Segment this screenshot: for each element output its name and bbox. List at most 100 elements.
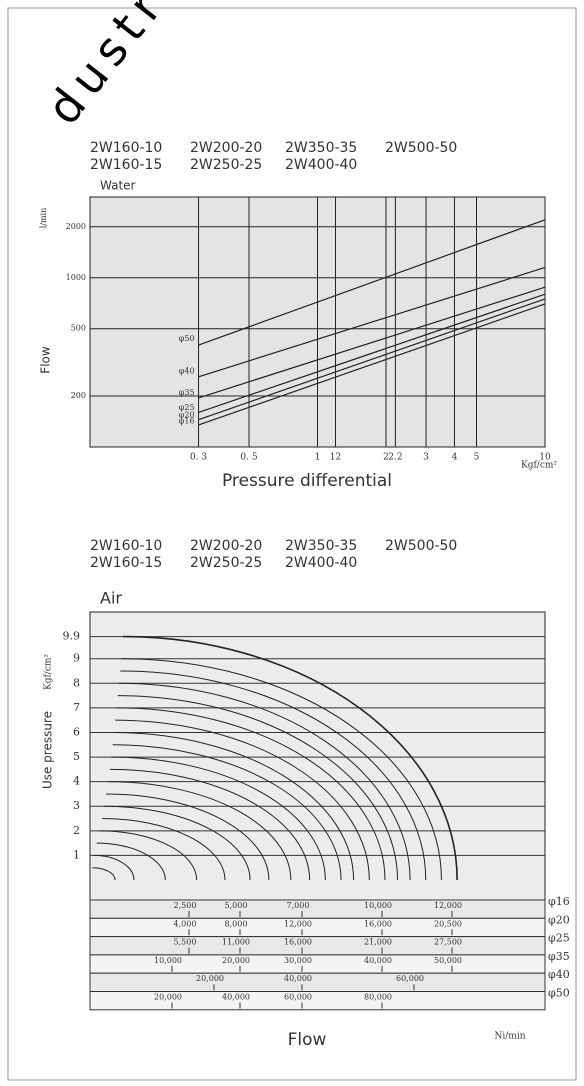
scale-label: 40,000 bbox=[364, 956, 392, 965]
scale-label: 40,000 bbox=[222, 993, 250, 1002]
model-label: 2W200-20 bbox=[190, 538, 262, 554]
y-tick-label: 7 bbox=[73, 701, 80, 714]
scale-name: φ20 bbox=[548, 913, 570, 926]
x-tick-label: 10 bbox=[539, 453, 551, 463]
pressure-curve bbox=[120, 670, 427, 881]
x-unit: Ni/min bbox=[495, 1032, 526, 1042]
scale-label: 20,000 bbox=[196, 974, 224, 983]
x-label: Flow bbox=[288, 1030, 327, 1050]
y-label: Flow bbox=[39, 346, 53, 374]
scale-name: φ25 bbox=[548, 932, 570, 945]
scale-label: 12,000 bbox=[284, 919, 312, 928]
y-tick-label: 1 bbox=[73, 848, 80, 861]
model-label: 2W400-40 bbox=[285, 555, 357, 571]
y-tick-label: 6 bbox=[73, 725, 80, 738]
x-tick-label: 0. 5 bbox=[240, 453, 257, 463]
x-tick-label: 0. 3 bbox=[190, 453, 207, 463]
pressure-curve bbox=[117, 695, 399, 881]
pressure-curve bbox=[106, 793, 270, 881]
y-tick-label: 5 bbox=[73, 750, 80, 763]
x-tick-label: 3 bbox=[423, 453, 429, 463]
scale-label: 5,000 bbox=[225, 901, 248, 910]
medium-label: Air bbox=[100, 589, 122, 608]
y-tick-label: 8 bbox=[73, 676, 80, 689]
model-label: 2W350-35 bbox=[285, 538, 357, 554]
scale-label: 21,000 bbox=[364, 938, 392, 947]
x-tick-label: 2.2 bbox=[388, 453, 402, 463]
model-label: 2W160-10 bbox=[90, 140, 162, 156]
scale-label: 40,000 bbox=[284, 974, 312, 983]
series-label: φ40 bbox=[179, 366, 195, 375]
pressure-curve bbox=[96, 842, 166, 881]
model-label: 2W160-15 bbox=[90, 157, 162, 173]
pressure-curve bbox=[116, 707, 386, 881]
scale-label: 60,000 bbox=[284, 993, 312, 1002]
scale-label: 30,000 bbox=[284, 956, 312, 965]
scale-name: φ50 bbox=[548, 987, 570, 1000]
x-tick-label: 2 bbox=[383, 453, 389, 463]
pressure-curve bbox=[93, 854, 135, 881]
model-label: 2W160-10 bbox=[90, 538, 162, 554]
x-tick-label: 12 bbox=[330, 453, 341, 463]
scale-name: φ35 bbox=[548, 950, 570, 963]
x-tick-label: 1 bbox=[315, 453, 321, 463]
pressure-curve bbox=[112, 744, 342, 881]
x-unit: Kgf/cm² bbox=[521, 461, 557, 471]
y-tick-label: 3 bbox=[73, 799, 80, 812]
scale-label: 10,000 bbox=[154, 956, 182, 965]
x-tick-label: 5 bbox=[474, 453, 480, 463]
model-label: 2W500-50 bbox=[385, 538, 457, 554]
pressure-curve bbox=[92, 867, 116, 881]
pressure-curve bbox=[102, 818, 226, 881]
scale-row bbox=[89, 972, 546, 993]
pressure-curve bbox=[109, 768, 311, 881]
pressure-curve bbox=[115, 719, 370, 881]
pressure-curve bbox=[123, 635, 458, 881]
scale-row bbox=[89, 917, 546, 938]
y-tick-label: 2 bbox=[73, 824, 80, 837]
scale-label: 27,500 bbox=[434, 938, 462, 947]
scale-label: 60,000 bbox=[396, 974, 424, 983]
flow-line bbox=[198, 219, 546, 346]
model-label: 2W500-50 bbox=[385, 140, 457, 156]
flow-line bbox=[198, 303, 546, 426]
y-tick-label: 200 bbox=[71, 391, 86, 400]
flow-line bbox=[198, 286, 546, 399]
scale-label: 16,000 bbox=[364, 919, 392, 928]
scale-label: 20,000 bbox=[154, 993, 182, 1002]
scale-label: 20,500 bbox=[434, 919, 462, 928]
pressure-curve bbox=[99, 830, 198, 881]
x-tick-label: 4 bbox=[452, 453, 458, 463]
scale-label: 11,000 bbox=[222, 938, 250, 947]
y-tick-label: 1000 bbox=[66, 273, 86, 282]
y-tick-label: 500 bbox=[71, 324, 86, 333]
scale-label: 50,000 bbox=[434, 956, 462, 965]
model-label: 2W350-35 bbox=[285, 140, 357, 156]
scale-row bbox=[89, 936, 546, 956]
flow-line bbox=[198, 298, 546, 421]
scale-label: 80,000 bbox=[364, 993, 392, 1002]
pressure-curve bbox=[108, 781, 292, 881]
y-tick-label: 9 bbox=[73, 652, 80, 665]
series-label: φ50 bbox=[179, 334, 195, 343]
series-label: φ16 bbox=[179, 416, 195, 425]
y-label: Use pressure bbox=[41, 711, 55, 789]
model-label: 2W400-40 bbox=[285, 157, 357, 173]
pressure-curve bbox=[111, 756, 326, 881]
scale-label: 16,000 bbox=[284, 938, 312, 947]
scale-label: 8,000 bbox=[225, 919, 248, 928]
scale-name: φ16 bbox=[548, 895, 570, 908]
y-unit: l/min bbox=[39, 208, 48, 229]
model-label: 2W160-15 bbox=[90, 555, 162, 571]
plot-area bbox=[89, 611, 546, 901]
scale-label: 5,500 bbox=[174, 938, 197, 947]
pressure-curve bbox=[104, 805, 251, 881]
series-label: φ20 bbox=[179, 411, 195, 420]
y-tick-label: 4 bbox=[73, 775, 80, 788]
scale-name: φ40 bbox=[548, 968, 570, 981]
scale-label: 4,000 bbox=[174, 919, 197, 928]
pressure-curve bbox=[118, 682, 411, 881]
series-label: φ25 bbox=[179, 403, 195, 412]
pressure-curve bbox=[113, 731, 355, 881]
